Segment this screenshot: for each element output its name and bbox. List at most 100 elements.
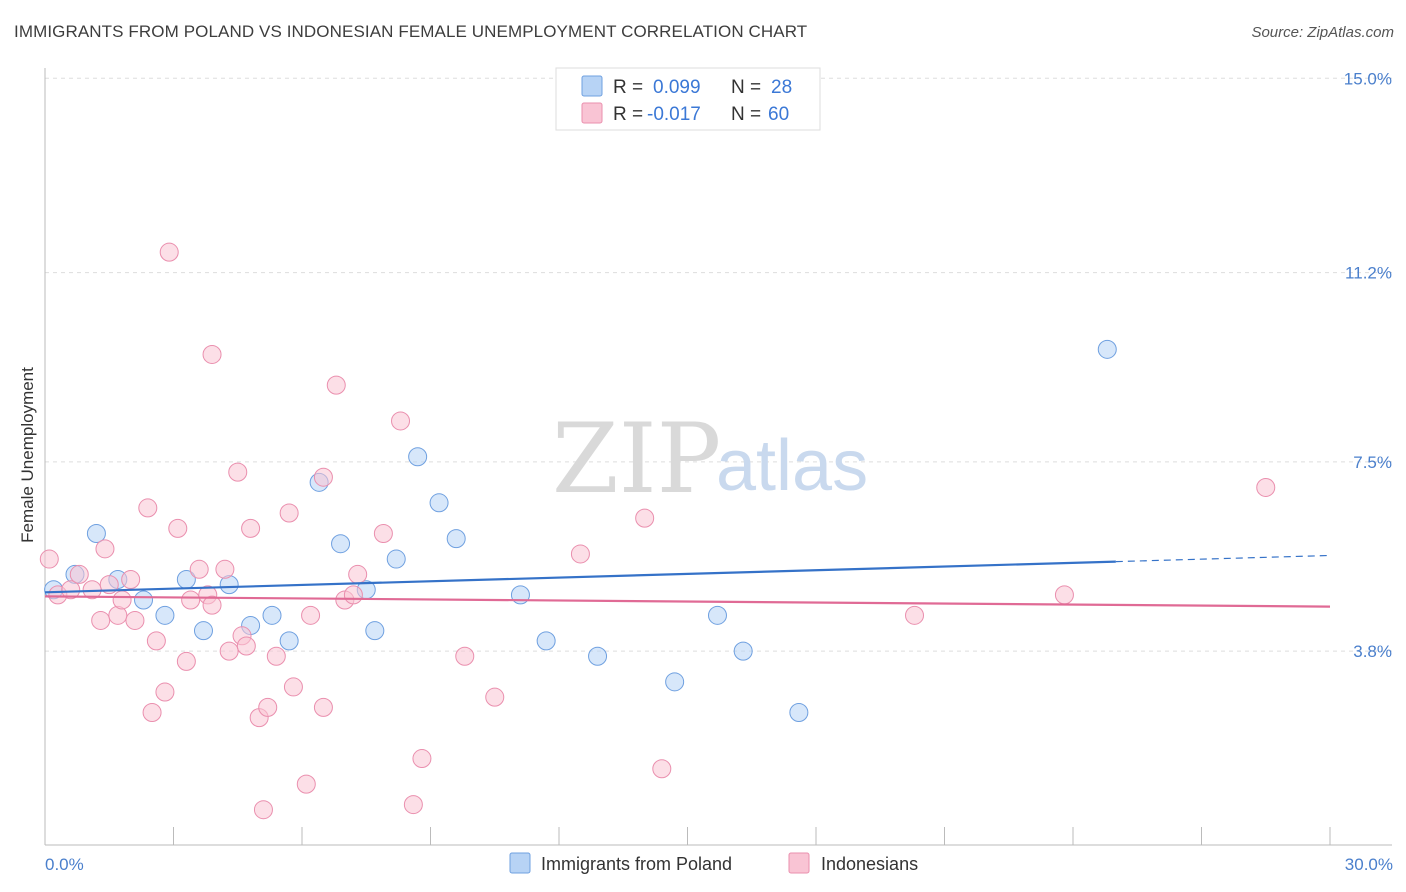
- poland-point-16: [386, 549, 406, 569]
- poland-point-15: [365, 621, 385, 641]
- legend-r-label-poland: R =: [613, 77, 643, 98]
- indonesians-point-31: [253, 800, 273, 820]
- legend-swatch-poland: [581, 75, 603, 97]
- legend-r-value-indonesians: -0.017: [647, 104, 701, 125]
- poland-point-25: [733, 641, 753, 661]
- y-tick-label-1: 7.5%: [1353, 453, 1392, 472]
- indonesians-point-47: [412, 749, 432, 769]
- poland-point-10: [262, 605, 282, 625]
- indonesians-point-19: [181, 590, 201, 610]
- legend-r-value-poland: 0.099: [653, 77, 701, 98]
- poland-point-11: [279, 631, 299, 651]
- watermark-zip: ZIP: [552, 403, 721, 515]
- indonesians-point-14: [146, 631, 166, 651]
- legend-n-label-poland: N =: [731, 77, 761, 98]
- indonesians-point-50: [570, 544, 590, 564]
- indonesians-point-32: [258, 697, 278, 717]
- indonesians-point-38: [313, 467, 333, 487]
- chart-title: IMMIGRANTS FROM POLAND VS INDONESIAN FEM…: [14, 22, 808, 41]
- poland-point-18: [429, 493, 449, 513]
- poland-point-23: [665, 672, 685, 692]
- poland-point-26: [789, 703, 809, 723]
- bottom-legend: Immigrants from Poland Indonesians: [509, 852, 918, 874]
- indonesians-point-52: [652, 759, 672, 779]
- indonesians-point-51: [635, 508, 655, 528]
- indonesians-point-33: [266, 646, 286, 666]
- legend-n-value-indonesians: 60: [768, 104, 789, 125]
- axes: [44, 68, 1392, 846]
- indonesians-point-42: [343, 585, 363, 605]
- y-tick-labels: 3.8% 7.5% 11.2% 15.0%: [1344, 69, 1392, 661]
- indonesians-point-28: [236, 636, 256, 656]
- gridlines: [45, 77, 1392, 652]
- indonesians-point-25: [219, 641, 239, 661]
- indonesians-point-12: [138, 498, 158, 518]
- poland-point-17: [408, 447, 428, 467]
- legend-r-label-indonesians: R =: [613, 104, 643, 125]
- indonesians-point-44: [373, 523, 393, 543]
- legend-n-label-indonesians: N =: [731, 104, 761, 125]
- indonesians-point-34: [279, 503, 299, 523]
- indonesians-point-18: [176, 651, 196, 671]
- poland-point-24: [707, 605, 727, 625]
- poland-point-2: [86, 523, 106, 543]
- indonesians-point-13: [142, 703, 162, 723]
- indonesians-point-16: [159, 242, 179, 262]
- indonesians-point-7: [99, 575, 119, 595]
- indonesians-point-46: [403, 795, 423, 815]
- bottom-legend-label-indonesians: Indonesians: [821, 854, 918, 874]
- indonesians-point-39: [313, 697, 333, 717]
- indonesians-point-43: [348, 564, 368, 584]
- y-tick-label-3: 15.0%: [1344, 69, 1392, 88]
- indonesians-point-6: [95, 539, 115, 559]
- poland-trend-extension: [1115, 554, 1331, 563]
- indonesians-point-55: [1256, 477, 1276, 497]
- trend-lines: [44, 554, 1331, 608]
- indonesians-point-54: [1054, 585, 1074, 605]
- indonesians-trend-line: [44, 595, 1331, 608]
- x-tick-label-end: 30.0%: [1345, 855, 1393, 874]
- x-tick-label-start: 0.0%: [45, 855, 84, 874]
- indonesians-point-3: [69, 564, 89, 584]
- indonesians-point-45: [391, 411, 411, 431]
- poland-point-27: [1097, 339, 1117, 359]
- source-credit: Source: ZipAtlas.com: [1251, 24, 1394, 41]
- indonesians-point-0: [39, 549, 59, 569]
- poland-point-5: [155, 605, 175, 625]
- indonesians-point-23: [202, 344, 222, 364]
- indonesians-point-49: [485, 687, 505, 707]
- x-tick-labels: 0.0% 30.0%: [45, 855, 1393, 874]
- poland-point-13: [331, 534, 351, 554]
- indonesians-point-20: [189, 559, 209, 579]
- indonesians-point-10: [121, 570, 141, 590]
- indonesians-point-36: [296, 774, 316, 794]
- indonesians-point-26: [228, 462, 248, 482]
- poland-trend-line: [44, 560, 1116, 594]
- poland-point-19: [446, 529, 466, 549]
- indonesians-point-2: [61, 580, 81, 600]
- indonesians-point-22: [202, 595, 222, 615]
- y-tick-label-2: 11.2%: [1345, 264, 1392, 283]
- y-tick-label-0: 3.8%: [1353, 642, 1392, 661]
- legend-swatch-indonesians: [581, 102, 603, 124]
- bottom-legend-swatch-poland: [509, 852, 531, 874]
- bottom-legend-swatch-indonesians: [788, 852, 810, 874]
- indonesians-point-37: [301, 605, 321, 625]
- indonesians-point-15: [155, 682, 175, 702]
- legend-box: R = 0.099 N = 28 R = -0.017 N = 60: [555, 67, 821, 131]
- indonesians-point-5: [91, 610, 111, 630]
- bottom-legend-label-poland: Immigrants from Poland: [541, 854, 732, 874]
- indonesians-point-11: [125, 610, 145, 630]
- poland-point-7: [193, 621, 213, 641]
- indonesians-point-53: [905, 605, 925, 625]
- indonesians-point-35: [283, 677, 303, 697]
- poland-point-21: [536, 631, 556, 651]
- legend-n-value-poland: 28: [771, 77, 792, 98]
- watermark: ZIP atlas: [552, 403, 868, 515]
- watermark-atlas: atlas: [716, 426, 868, 506]
- y-axis-title: Female Unemployment: [18, 367, 37, 543]
- indonesians-point-40: [326, 375, 346, 395]
- indonesians-point-24: [215, 559, 235, 579]
- indonesians-point-29: [241, 518, 261, 538]
- indonesians-point-17: [168, 518, 188, 538]
